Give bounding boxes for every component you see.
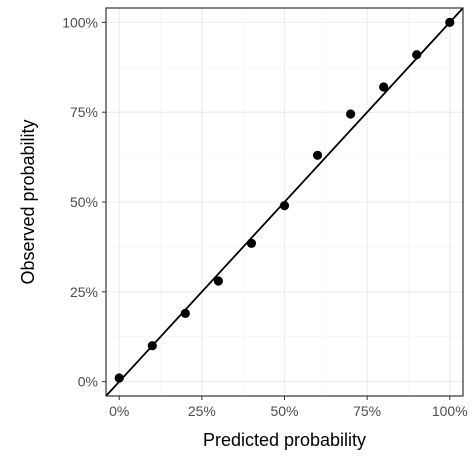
data-point-1 <box>147 341 157 351</box>
x-axis-ticks: 0% 25% 50% 75% 100% <box>109 396 468 419</box>
data-point-0 <box>114 373 124 383</box>
y-tick-label-0: 0% <box>78 374 98 390</box>
y-tick-label-3: 75% <box>70 104 98 120</box>
data-point-10 <box>445 17 455 27</box>
x-tick-label-3: 75% <box>353 403 381 419</box>
grid-lines <box>106 8 463 396</box>
data-point-6 <box>312 150 323 160</box>
y-tick-label-4: 100% <box>62 14 98 30</box>
data-point-4 <box>246 238 257 248</box>
data-point-2 <box>180 308 190 318</box>
data-point-7 <box>346 109 356 119</box>
data-point-3 <box>213 276 223 286</box>
y-tick-label-2: 50% <box>70 194 98 210</box>
y-tick-label-1: 25% <box>70 284 98 300</box>
x-tick-label-1: 25% <box>188 403 216 419</box>
x-tick-label-2: 50% <box>270 403 298 419</box>
x-tick-label-0: 0% <box>109 403 129 419</box>
x-tick-label-4: 100% <box>432 403 468 419</box>
x-axis-title: Predicted probability <box>203 430 366 450</box>
data-point-5 <box>279 200 290 211</box>
data-point-9 <box>412 50 422 60</box>
data-points <box>114 17 455 383</box>
data-point-8 <box>379 82 389 92</box>
y-axis-title: Observed probability <box>18 119 38 284</box>
y-axis-ticks: 0% 25% 50% 75% 100% <box>62 14 106 390</box>
